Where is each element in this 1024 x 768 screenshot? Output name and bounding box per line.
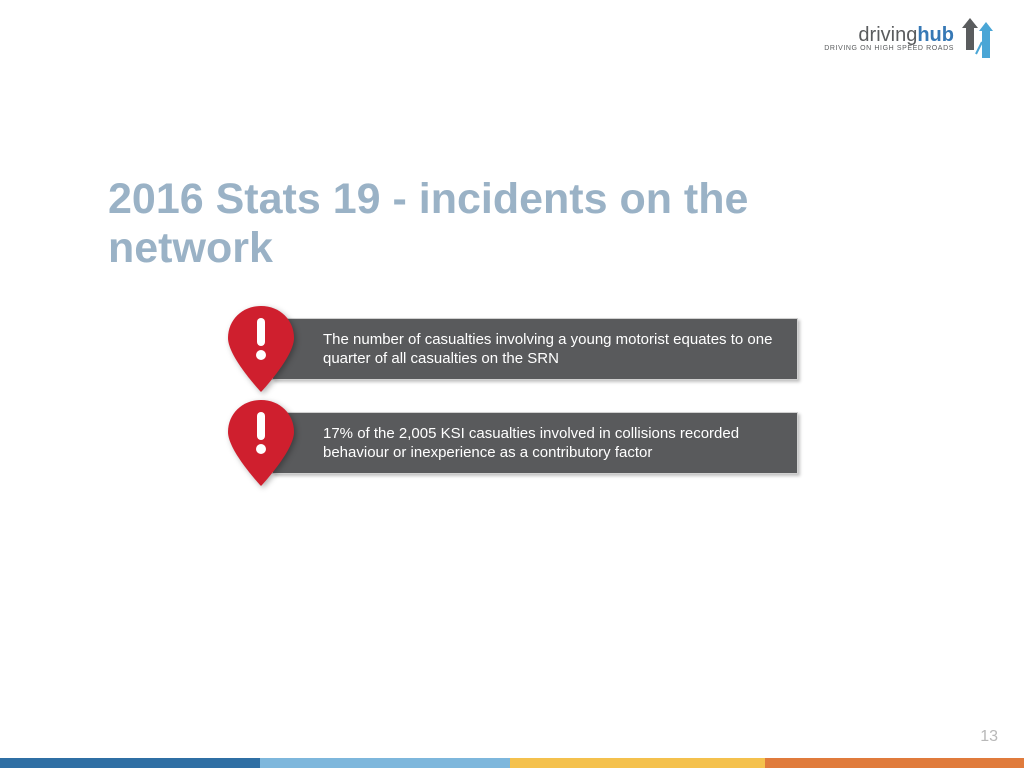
logo-accent: hub [917, 24, 954, 46]
callout-text: 17% of the 2,005 KSI casualties involved… [323, 424, 783, 463]
footer-segment [765, 758, 1024, 768]
footer-segment [510, 758, 765, 768]
callout-text: The number of casualties involving a you… [323, 330, 783, 369]
callout-row: 17% of the 2,005 KSI casualties involved… [228, 410, 828, 492]
footer-segment [260, 758, 510, 768]
footer-color-bar [0, 758, 1024, 768]
logo-wordmark: drivinghub [824, 24, 954, 47]
footer-segment [0, 758, 260, 768]
logo-subtitle: DRIVING ON HIGH SPEED ROADS [824, 45, 954, 52]
brand-logo: drivinghub DRIVING ON HIGH SPEED ROADS [824, 18, 996, 58]
page-number: 13 [980, 728, 998, 746]
alert-pin-icon [222, 396, 300, 492]
logo-text: drivinghub DRIVING ON HIGH SPEED ROADS [824, 24, 954, 52]
alert-pin-icon [222, 302, 300, 398]
callouts-container: The number of casualties involving a you… [228, 316, 828, 504]
logo-prefix: driving [858, 24, 917, 46]
callout-bar: 17% of the 2,005 KSI casualties involved… [272, 412, 798, 474]
page-title: 2016 Stats 19 - incidents on the network [108, 175, 828, 274]
logo-arrows-icon [960, 18, 996, 58]
callout-row: The number of casualties involving a you… [228, 316, 828, 398]
callout-bar: The number of casualties involving a you… [272, 318, 798, 380]
